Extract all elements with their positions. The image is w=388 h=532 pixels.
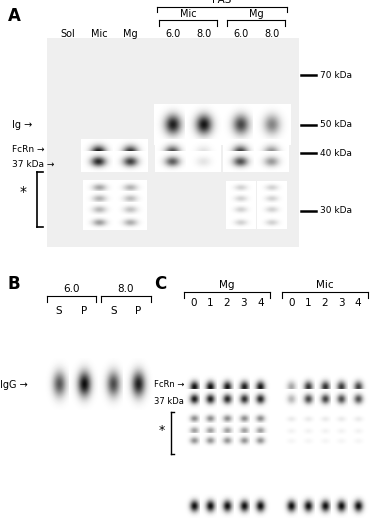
Text: Mic: Mic: [91, 29, 107, 39]
Text: 6.0: 6.0: [165, 29, 180, 39]
Text: 4: 4: [355, 298, 362, 308]
Text: C: C: [154, 275, 166, 293]
Text: Mg: Mg: [249, 9, 263, 19]
Text: 2: 2: [223, 298, 230, 308]
Text: IgG →: IgG →: [0, 379, 28, 389]
Text: 3: 3: [240, 298, 247, 308]
Text: S: S: [55, 306, 62, 316]
Text: P: P: [81, 306, 87, 316]
Text: 30 kDa: 30 kDa: [320, 206, 352, 215]
Text: 6.0: 6.0: [63, 284, 80, 294]
Text: S: S: [110, 306, 117, 316]
Text: 40 kDa: 40 kDa: [320, 148, 352, 157]
Text: P: P: [135, 306, 141, 316]
Text: FcRn →: FcRn →: [154, 380, 185, 389]
Text: 37 kDa →: 37 kDa →: [154, 397, 194, 406]
Text: Ig →: Ig →: [12, 120, 32, 130]
Text: 8.0: 8.0: [118, 284, 134, 294]
Text: B: B: [8, 275, 21, 293]
Text: A: A: [8, 7, 21, 24]
Text: 1: 1: [305, 298, 312, 308]
Text: 37 kDa →: 37 kDa →: [12, 160, 54, 169]
Text: 3: 3: [338, 298, 345, 308]
Text: 0: 0: [190, 298, 197, 308]
Text: 8.0: 8.0: [264, 29, 279, 39]
Text: Sol: Sol: [61, 29, 75, 39]
Text: 8.0: 8.0: [196, 29, 211, 39]
Text: PAS: PAS: [213, 0, 232, 5]
Text: 2: 2: [321, 298, 328, 308]
Text: 1: 1: [207, 298, 213, 308]
Text: 50 kDa: 50 kDa: [320, 120, 352, 129]
Text: 4: 4: [257, 298, 264, 308]
Text: *: *: [159, 424, 165, 437]
Bar: [47, 38, 299, 247]
Text: 70 kDa: 70 kDa: [320, 71, 352, 80]
Text: 0: 0: [288, 298, 294, 308]
Text: Mg: Mg: [123, 29, 137, 39]
Text: Mic: Mic: [316, 280, 334, 290]
Text: Mg: Mg: [219, 280, 235, 290]
Text: 6.0: 6.0: [233, 29, 248, 39]
Text: Mic: Mic: [180, 9, 196, 19]
Text: *: *: [19, 185, 26, 199]
Text: FcRn →: FcRn →: [12, 145, 44, 154]
